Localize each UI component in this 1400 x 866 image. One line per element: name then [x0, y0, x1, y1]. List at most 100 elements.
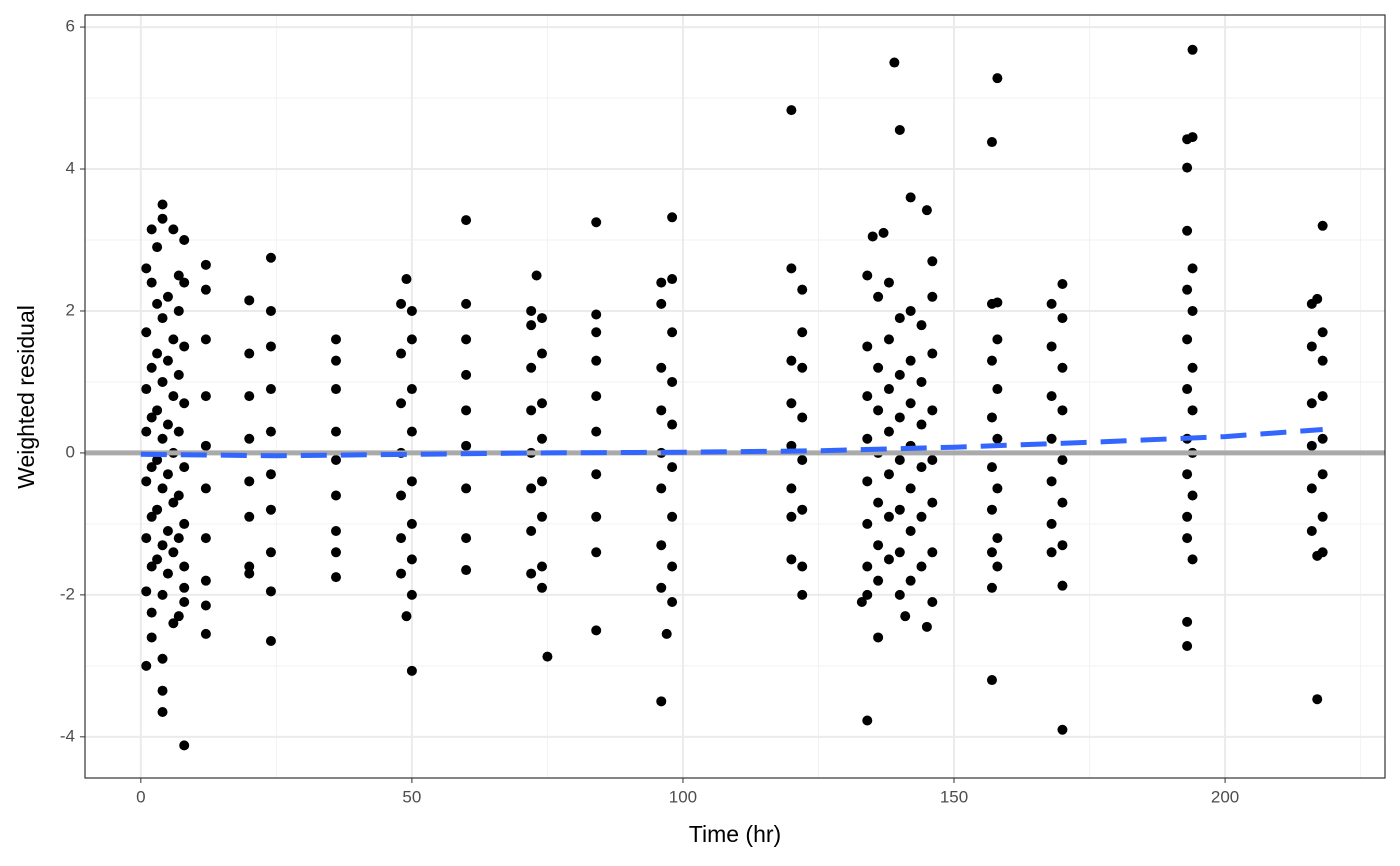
data-point: [883, 554, 894, 565]
data-point: [141, 327, 152, 338]
data-point: [1317, 355, 1328, 366]
data-point: [1187, 554, 1198, 565]
data-point: [141, 533, 152, 544]
data-point: [894, 547, 905, 558]
data-point: [401, 611, 412, 622]
data-point: [1182, 616, 1193, 627]
data-point: [992, 297, 1003, 308]
data-point: [265, 636, 276, 647]
data-point: [244, 568, 255, 579]
data-point: [905, 526, 916, 537]
data-point: [1046, 518, 1057, 529]
data-point: [992, 533, 1003, 544]
data-point: [406, 589, 417, 600]
data-point: [591, 469, 602, 480]
data-point: [905, 398, 916, 409]
data-point: [921, 205, 932, 216]
data-point: [927, 497, 938, 508]
data-point: [526, 305, 537, 316]
data-point: [265, 426, 276, 437]
data-point: [667, 376, 678, 387]
data-point: [862, 518, 873, 529]
data-point: [986, 582, 997, 593]
data-point: [461, 298, 472, 309]
data-point: [883, 426, 894, 437]
data-point: [927, 455, 938, 466]
data-point: [667, 596, 678, 607]
data-point: [152, 554, 163, 565]
data-point: [656, 696, 667, 707]
data-point: [591, 391, 602, 402]
data-point: [331, 526, 342, 537]
data-point: [141, 426, 152, 437]
data-point: [786, 554, 797, 565]
data-point: [244, 511, 255, 522]
data-point: [526, 405, 537, 416]
data-point: [591, 355, 602, 366]
data-point: [406, 426, 417, 437]
data-point: [157, 199, 168, 210]
data-point: [152, 455, 163, 466]
data-point: [921, 621, 932, 632]
data-point: [894, 124, 905, 135]
data-point: [168, 618, 179, 629]
data-point: [396, 398, 407, 409]
data-point: [883, 384, 894, 395]
data-point: [406, 665, 417, 676]
data-point: [1182, 284, 1193, 295]
data-point: [179, 462, 190, 473]
data-point: [927, 348, 938, 359]
data-point: [986, 137, 997, 148]
data-point: [200, 628, 211, 639]
data-point: [786, 440, 797, 451]
data-point: [927, 291, 938, 302]
data-point: [916, 376, 927, 387]
data-point: [1187, 305, 1198, 316]
data-point: [986, 355, 997, 366]
data-point: [786, 511, 797, 522]
y-axis-title: Weighted residual: [13, 305, 39, 489]
data-point: [162, 291, 173, 302]
y-tick-label: 6: [66, 17, 75, 36]
data-point: [537, 511, 548, 522]
data-point: [244, 348, 255, 359]
data-point: [883, 511, 894, 522]
data-point: [862, 391, 873, 402]
data-point: [152, 242, 163, 253]
data-point: [916, 511, 927, 522]
data-point: [992, 561, 1003, 572]
data-point: [656, 582, 667, 593]
data-point: [905, 575, 916, 586]
data-point: [1187, 44, 1198, 55]
data-point: [152, 504, 163, 515]
data-point: [537, 348, 548, 359]
data-point: [927, 596, 938, 607]
data-point: [862, 270, 873, 281]
data-point: [797, 589, 808, 600]
data-point: [867, 231, 878, 242]
data-point: [797, 362, 808, 373]
x-tick-label: 200: [1211, 787, 1239, 806]
data-point: [526, 568, 537, 579]
data-point: [168, 391, 179, 402]
data-point: [986, 412, 997, 423]
data-point: [200, 533, 211, 544]
data-point: [157, 376, 168, 387]
data-point: [905, 483, 916, 494]
data-point: [797, 327, 808, 338]
data-point: [591, 217, 602, 228]
data-point: [883, 334, 894, 345]
data-point: [168, 547, 179, 558]
data-point: [667, 419, 678, 430]
data-point: [797, 561, 808, 572]
data-point: [179, 582, 190, 593]
data-point: [526, 483, 537, 494]
data-point: [1306, 526, 1317, 537]
data-point: [1046, 341, 1057, 352]
data-point: [244, 561, 255, 572]
data-point: [406, 334, 417, 345]
data-point: [200, 600, 211, 611]
data-point: [265, 252, 276, 263]
data-point: [1057, 497, 1068, 508]
data-point: [862, 433, 873, 444]
